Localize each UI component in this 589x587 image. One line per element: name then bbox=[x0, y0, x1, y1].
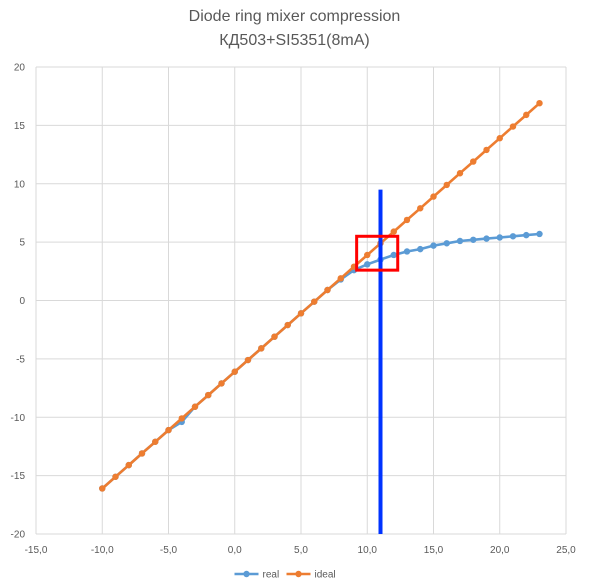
data-point-ideal bbox=[112, 473, 119, 480]
legend-marker-real bbox=[243, 570, 250, 578]
data-point-ideal bbox=[271, 333, 278, 340]
data-point-ideal bbox=[138, 450, 146, 457]
x-tick-label: 20,0 bbox=[490, 545, 510, 556]
data-point-ideal bbox=[430, 193, 437, 200]
data-point-ideal bbox=[218, 380, 225, 387]
y-tick-label: 0 bbox=[19, 296, 25, 307]
data-point-ideal bbox=[536, 99, 543, 107]
data-point-ideal bbox=[125, 461, 132, 469]
data-point-ideal bbox=[258, 345, 265, 352]
data-point-ideal bbox=[297, 310, 305, 317]
data-point-ideal bbox=[496, 135, 503, 142]
data-point-ideal bbox=[99, 485, 106, 492]
data-point-ideal bbox=[152, 438, 159, 445]
data-point-real bbox=[364, 261, 371, 268]
data-point-ideal bbox=[337, 275, 344, 282]
data-point-real bbox=[523, 231, 530, 239]
data-point-ideal bbox=[390, 228, 397, 235]
data-point-ideal bbox=[165, 426, 172, 434]
data-point-real bbox=[483, 235, 490, 242]
data-point-real bbox=[496, 234, 503, 241]
y-tick-label: -20 bbox=[11, 530, 26, 541]
data-point-real bbox=[403, 248, 411, 255]
data-point-ideal bbox=[523, 111, 530, 119]
x-tick-label: -5,0 bbox=[160, 545, 178, 556]
axis-labels: -15,0 -10,0 -5,0 0,0 5,0 10,0 15,0 20,0 25,0 -20 -… bbox=[11, 63, 577, 557]
y-tick-label: -10 bbox=[11, 413, 26, 424]
grid bbox=[35, 66, 567, 535]
legend: real ideal bbox=[234, 570, 336, 581]
annotations bbox=[355, 189, 400, 534]
legend-label-ideal: ideal bbox=[315, 570, 336, 581]
data-point-real bbox=[430, 242, 437, 249]
data-point-ideal bbox=[178, 415, 185, 422]
y-tick-label: 20 bbox=[14, 63, 26, 74]
data-point-real bbox=[456, 237, 464, 245]
y-tick-label: 5 bbox=[19, 238, 25, 249]
x-tick-label: -15,0 bbox=[25, 545, 48, 556]
x-tick-label: 25,0 bbox=[556, 545, 576, 556]
data-point-ideal bbox=[205, 391, 212, 399]
data-point-ideal bbox=[284, 321, 291, 329]
legend-label-real: real bbox=[263, 570, 280, 581]
data-point-ideal bbox=[403, 216, 411, 224]
chart-title: Diode ring mixer compression bbox=[188, 8, 401, 25]
x-tick-label: 5,0 bbox=[294, 545, 308, 556]
data-point-ideal bbox=[509, 123, 517, 130]
x-tick-label: 10,0 bbox=[358, 545, 378, 556]
highlight-box bbox=[355, 234, 400, 272]
data-point-ideal bbox=[324, 286, 331, 294]
data-point-real bbox=[536, 230, 543, 238]
series-line-ideal bbox=[101, 101, 541, 490]
series bbox=[99, 99, 543, 492]
data-point-real bbox=[470, 236, 477, 243]
data-point-ideal bbox=[417, 205, 424, 212]
data-point-ideal bbox=[244, 356, 252, 364]
y-tick-label: -15 bbox=[11, 471, 26, 482]
data-point-real bbox=[443, 240, 450, 247]
data-point-ideal bbox=[311, 298, 318, 305]
x-tick-label: -10,0 bbox=[91, 545, 114, 556]
data-point-ideal bbox=[231, 368, 238, 375]
data-point-ideal bbox=[456, 170, 464, 177]
series-line-real bbox=[101, 232, 541, 490]
data-point-real bbox=[390, 251, 397, 259]
data-point-real bbox=[509, 233, 517, 240]
y-tick-label: 15 bbox=[14, 121, 26, 132]
x-tick-label: 15,0 bbox=[424, 545, 444, 556]
y-tick-label: -5 bbox=[16, 354, 25, 365]
data-point-ideal bbox=[470, 158, 477, 165]
data-point-ideal bbox=[443, 181, 450, 189]
legend-marker-ideal bbox=[295, 570, 302, 578]
y-tick-label: 10 bbox=[14, 179, 26, 190]
x-tick-label: 0,0 bbox=[228, 545, 242, 556]
chart-subtitle: КД503+SI5351(8mA) bbox=[219, 32, 370, 49]
data-point-ideal bbox=[364, 251, 371, 259]
data-point-ideal bbox=[191, 403, 199, 410]
data-point-real bbox=[417, 245, 424, 253]
data-point-ideal bbox=[483, 146, 490, 154]
